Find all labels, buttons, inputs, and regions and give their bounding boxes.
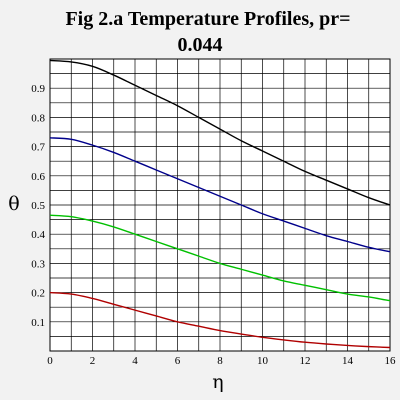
- x-tick-labels: 0 2 4 6 8 10 12 14 16: [47, 355, 396, 367]
- y-axis-label: θ: [8, 193, 19, 215]
- series-line-4: [49, 291, 391, 349]
- series-line-2: [49, 137, 391, 253]
- y-tick-label: 0.2: [31, 288, 45, 300]
- grid: [50, 59, 390, 351]
- y-tick-label: 0.8: [31, 112, 45, 124]
- x-tick-label: 6: [175, 355, 181, 367]
- y-tick-label: 0.3: [31, 258, 45, 270]
- x-tick-label: 10: [257, 355, 269, 367]
- chart-title-line2: 0.044: [178, 34, 223, 56]
- y-tick-label: 0.7: [31, 142, 45, 154]
- y-tick-label: 0.9: [31, 83, 45, 95]
- y-tick-label: 0.4: [31, 229, 45, 241]
- x-tick-label: 4: [132, 355, 138, 367]
- y-tick-label: 0.6: [31, 171, 45, 183]
- y-tick-label: 0.5: [31, 200, 45, 212]
- series-lines: [49, 59, 391, 349]
- x-tick-label: 2: [90, 355, 96, 367]
- x-tick-label: 16: [385, 355, 397, 367]
- series-line-3: [49, 214, 391, 302]
- y-tick-labels: 0.1 0.2 0.3 0.4 0.5 0.6 0.7 0.8 0.9: [31, 83, 45, 329]
- x-tick-label: 0: [47, 355, 53, 367]
- x-tick-label: 8: [217, 355, 223, 367]
- chart-title-line1: Fig 2.a Temperature Profiles, pr=: [65, 8, 350, 30]
- x-axis-label: η: [212, 371, 223, 393]
- x-tick-label: 14: [342, 355, 354, 367]
- x-tick-label: 12: [300, 355, 311, 367]
- series-line-1: [49, 59, 391, 206]
- y-tick-label: 0.1: [31, 317, 45, 329]
